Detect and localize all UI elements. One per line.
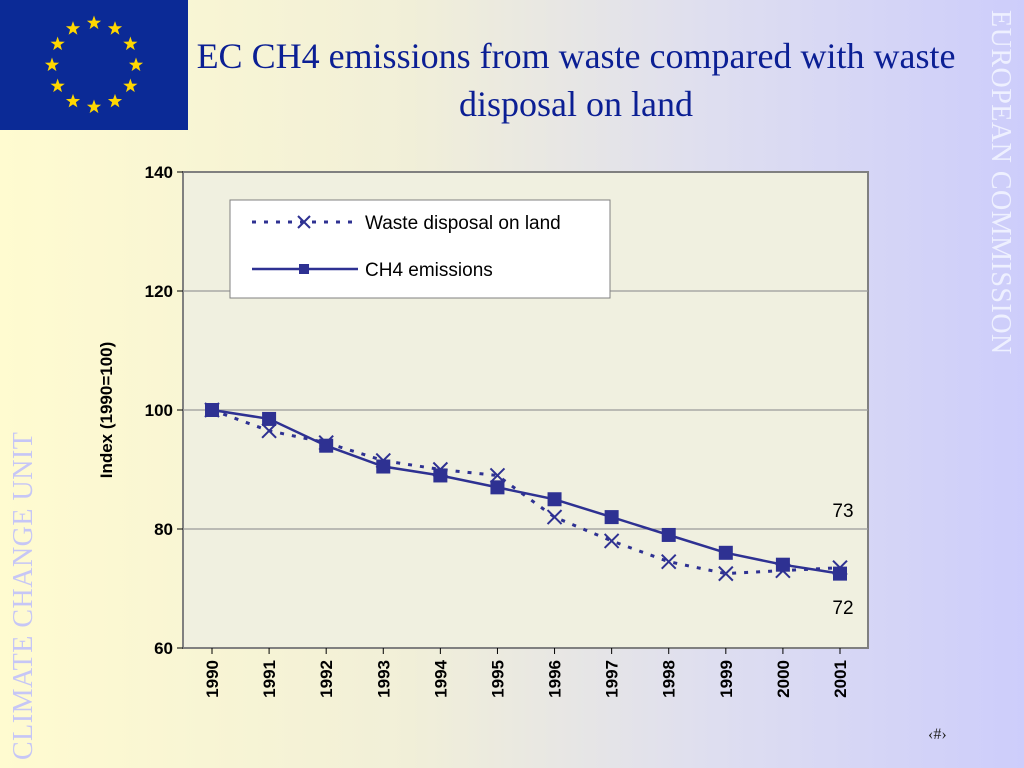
x-tick-label: 1997 [603,660,622,698]
x-tick-label: 1996 [546,660,565,698]
y-tick-label: 140 [145,163,173,182]
series-line-ch4 [211,408,841,575]
flag-star-icon [50,78,65,93]
data-point-waste [489,467,506,484]
data-point-waste [718,565,734,582]
legend-marker-waste [297,215,311,229]
data-point-ch4 [376,459,391,474]
data-point-ch4 [718,545,733,560]
flag-star-icon [44,57,60,72]
series-group [204,402,848,582]
page-number: ‹#› [928,726,947,743]
data-point-ch4 [205,403,219,417]
data-point-ch4 [833,566,847,581]
x-tick-label: 1995 [488,660,507,698]
x-tick-label: 2000 [774,660,793,698]
y-axis-label: Index (1990=100) [97,342,116,479]
legend-label-ch4: CH4 emissions [365,260,493,281]
x-axis-ticks: 1990 1991 1992 1993 1994 1995 1996 1997 1998 1999… [203,648,850,698]
annotation-end-ch4: 72 [832,598,853,619]
data-point-waste [603,533,620,549]
flag-star-icon [107,21,123,35]
flag-star-icon [65,93,81,108]
data-point-ch4 [547,492,562,507]
flag-star-icon [50,36,65,51]
slide-title: EC CH4 emissions from waste compared wit… [196,36,956,124]
data-point-waste [661,554,677,570]
x-tick-label: 1999 [717,660,736,698]
y-tick-label: 100 [145,401,173,420]
legend-marker-ch4 [299,264,309,274]
x-tick-label: 1998 [660,660,679,698]
x-tick-label: 1990 [203,660,222,698]
legend-label-waste: Waste disposal on land [365,213,561,234]
legend: Waste disposal on land CH4 emissions [229,199,611,299]
flag-star-icon [123,78,138,93]
data-point-ch4 [490,480,505,495]
data-point-waste [261,423,277,439]
y-tick-label: 120 [145,282,173,301]
flag-star-icon [86,15,102,30]
x-tick-label: 1993 [374,660,393,698]
annotations: 73 72 [832,501,853,619]
flag-star-icon [128,57,144,72]
data-point-ch4 [319,438,334,453]
data-point-ch4 [604,510,619,525]
flag-star-icon [65,21,81,35]
data-point-waste [546,509,563,525]
annotation-end-waste: 73 [832,501,853,522]
y-tick-label: 80 [154,520,173,539]
side-label-european-commission: EUROPEAN COMMISSION [985,10,1016,355]
flag-star-icon [123,36,138,51]
data-point-ch4 [661,527,676,542]
data-point-ch4 [775,557,790,572]
x-tick-label: 2001 [831,660,850,698]
flag-stars [44,15,144,114]
x-tick-label: 1994 [431,659,450,697]
data-point-ch4 [433,468,448,483]
eu-flag-icon [0,0,188,130]
y-tick-label: 60 [154,639,173,658]
data-point-ch4 [262,411,277,426]
flag-star-icon [86,99,102,114]
legend-box [229,199,611,299]
y-axis-ticks: 60 80 100 120 140 [145,163,183,658]
x-tick-label: 1991 [260,660,279,698]
flag-star-icon [107,93,123,108]
x-tick-label: 1992 [317,660,336,698]
